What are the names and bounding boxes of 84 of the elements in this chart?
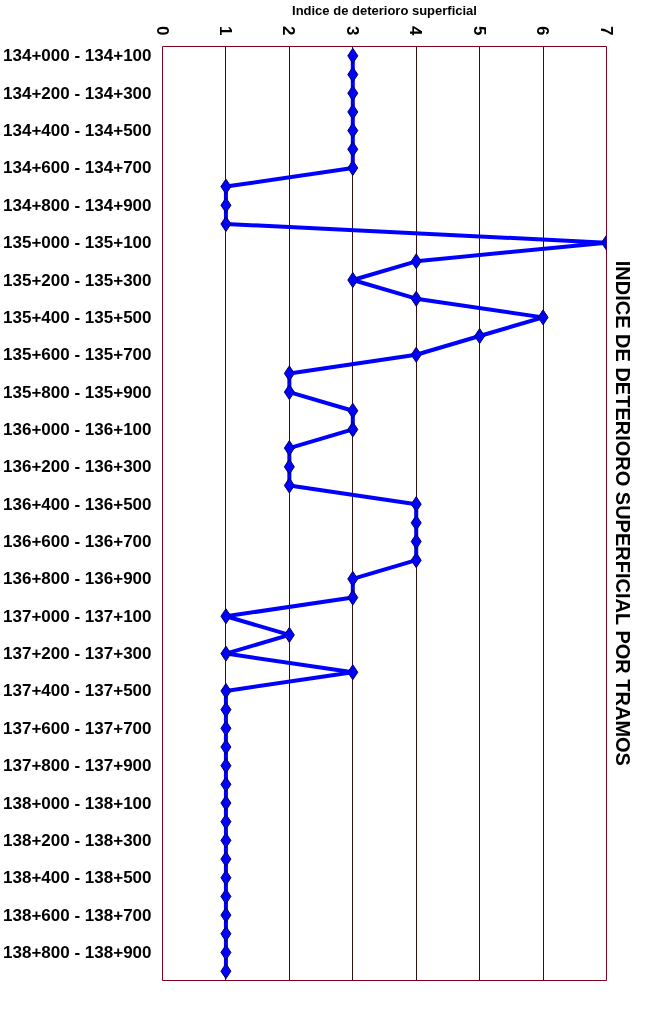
y-tick-label: 138+600 - 138+700	[3, 905, 152, 925]
point	[347, 589, 359, 606]
y-tick-label: 138+000 - 138+100	[3, 793, 152, 813]
point	[347, 85, 359, 102]
x-tick-label: 4	[406, 26, 426, 37]
text: INDICE DE DETERIORO SUPERFICIAL POR TRAMOS	[611, 260, 634, 766]
point	[220, 739, 232, 755]
point	[220, 757, 232, 774]
x-tick-label: 6	[533, 26, 553, 36]
y-tick-label: 136+000 - 136+100	[3, 419, 152, 439]
y-tick-label: 136+200 - 136+300	[3, 457, 152, 477]
point	[410, 346, 422, 363]
point	[410, 496, 422, 513]
point	[220, 944, 232, 961]
y-tick-label: 137+200 - 137+300	[3, 644, 152, 664]
point	[283, 477, 295, 494]
point	[347, 272, 359, 288]
point	[220, 608, 232, 625]
point	[283, 384, 295, 401]
point	[220, 869, 232, 886]
y-tick-label: 138+400 - 138+500	[3, 868, 152, 888]
point	[537, 309, 549, 326]
point	[283, 365, 295, 382]
point	[283, 440, 295, 457]
point	[220, 645, 232, 662]
y-tick-label: 134+600 - 134+700	[3, 158, 152, 178]
point	[347, 103, 359, 120]
x-tick-label: 0	[152, 26, 172, 36]
y-tick-label: 138+800 - 138+900	[3, 942, 152, 962]
y-tick-label: 134+200 - 134+300	[3, 83, 152, 103]
point	[410, 290, 422, 307]
point	[474, 328, 486, 345]
point	[347, 570, 359, 587]
point	[347, 402, 359, 419]
y-tick-label: 135+200 - 135+300	[3, 270, 152, 290]
y-tick-label: 134+800 - 134+900	[3, 195, 152, 215]
point	[410, 533, 422, 550]
point	[220, 963, 232, 980]
y-tick-label: 135+800 - 135+900	[3, 382, 152, 402]
point	[347, 421, 359, 438]
y-tick-label: 134+000 - 134+100	[3, 46, 152, 66]
point	[347, 159, 359, 176]
y-tick-label: 136+800 - 136+900	[3, 569, 152, 589]
point	[220, 197, 232, 214]
point	[347, 122, 359, 139]
y-tick-label: 136+600 - 136+700	[3, 532, 152, 552]
x-tick-label: 2	[279, 26, 299, 36]
point	[220, 720, 232, 737]
point	[220, 776, 232, 793]
point	[347, 664, 359, 681]
point	[410, 552, 422, 569]
point	[283, 458, 295, 475]
x-tick-label: 5	[469, 26, 489, 36]
x-axis-title: Indice de deterioro superficial	[292, 3, 477, 19]
y-tick-label: 137+600 - 137+700	[3, 718, 152, 738]
point	[347, 141, 359, 158]
point	[410, 253, 422, 270]
y-tick-label: 135+000 - 135+100	[3, 233, 152, 253]
y-tick-label: 135+600 - 135+700	[3, 345, 152, 365]
y-tick-label: 137+000 - 137+100	[3, 606, 152, 626]
x-tick-label: 1	[215, 26, 235, 36]
point	[220, 888, 232, 905]
point	[220, 795, 232, 812]
point	[347, 47, 359, 64]
point	[220, 832, 232, 849]
point	[220, 907, 232, 924]
point	[220, 925, 232, 942]
y-tick-label: 137+800 - 137+900	[3, 756, 152, 776]
x-tick-label: 3	[342, 26, 362, 36]
point	[220, 682, 232, 699]
y-tick-label: 136+400 - 136+500	[3, 494, 152, 514]
point	[220, 215, 232, 232]
point	[220, 178, 232, 195]
x-tick-label: 7	[596, 26, 616, 36]
point	[220, 813, 232, 830]
point	[410, 514, 422, 531]
point	[220, 851, 232, 868]
point	[347, 66, 359, 83]
y-tick-label: 135+400 - 135+500	[3, 307, 152, 327]
y-tick-label: 137+400 - 137+500	[3, 681, 152, 701]
point	[283, 626, 295, 643]
y-tick-label: 138+200 - 138+300	[3, 830, 152, 850]
point	[220, 701, 232, 718]
y-tick-label: 134+400 - 134+500	[3, 121, 152, 141]
